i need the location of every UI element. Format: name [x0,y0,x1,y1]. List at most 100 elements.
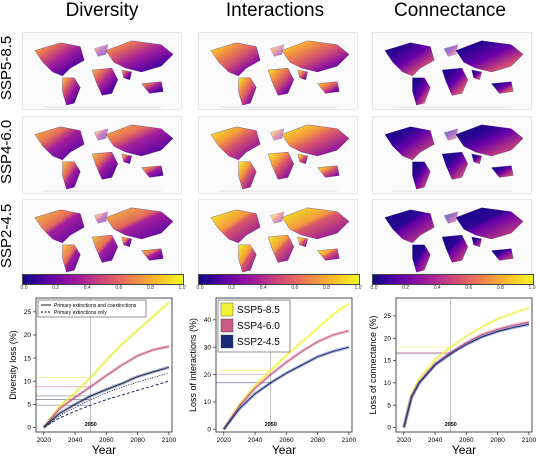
series-line [43,372,170,428]
colorbar-tick-label: 0.8 [146,285,154,291]
series-line [43,302,170,428]
map-column-title-diversity: Diversity [65,0,139,21]
x-tick-label: 2060 [99,437,114,444]
colorbar-tick-label: 1.0 [528,285,536,291]
annotation-2050: 2050 [445,422,457,428]
colorbar-tick-label: 0.8 [496,285,504,291]
annotation-2050: 2050 [85,422,97,428]
world-map [22,116,182,194]
world-map [198,32,358,110]
y-tick-label: 40 [204,317,212,324]
legend-entry: Primary extinctions and coextinctions [54,303,137,309]
legend-swatch [220,318,234,333]
colorbar-diversity [22,274,184,285]
chart-diversity-loss-svg: 2020 2040 2060 2080 2100 0 5 10 15 20 25 Year Divers… [8,297,177,457]
series-line [223,303,350,430]
x-tick-label: 2040 [68,437,83,444]
plot-frame [395,297,533,433]
legend-entry: SSP2-4.5 [237,337,280,348]
x-axis-label: Year [92,443,116,454]
colorbar-tick-label: 1.0 [354,285,362,291]
series-line [403,323,529,428]
series-band [42,301,170,429]
y-axis-label: Diversity loss (%) [8,330,18,400]
chart-loss-of-interactions-svg: 2020 2040 2060 2080 2100 0 10 20 30 40 Year Loss of… [188,297,357,457]
x-axis-label: Year [452,443,476,454]
series-line [43,366,170,428]
world-map [198,199,358,277]
y-tick-label: 0 [27,425,31,432]
y-tick-label: 10 [384,380,392,387]
y-tick-label: 25 [384,313,392,320]
legend-swatch [220,334,234,349]
series-line [223,346,350,430]
y-axis-label: Loss of interactions (%) [188,318,198,412]
colorbar-tick-label: 0.6 [465,285,473,291]
x-tick-label: 2020 [217,437,232,444]
plot-frame [35,297,173,433]
world-map [22,199,182,277]
chart-diversity-loss: 2020 2040 2060 2080 2100 0 5 10 15 20 25 Year Divers… [0,292,180,457]
series-line [43,380,170,428]
series-band [222,345,350,431]
colorbar-tick-label: 0.0 [370,285,378,291]
x-axis-label: Year [272,443,296,454]
y-tick-label: 15 [24,355,32,362]
x-tick-label: 2020 [397,437,412,444]
series-line [403,307,530,428]
world-map [372,116,532,194]
colorbar-tick-label: 0.4 [433,285,441,291]
map-row-label-ssp460: SSP4-6.0 [0,119,15,185]
y-tick-label: 0 [207,426,211,433]
world-map [22,32,182,110]
map-row-label-ssp245: SSP2-4.5 [0,203,15,269]
chart-loss-of-connectance: 2020 2040 2060 2080 2100 0 5 10 15 20 25 Year Loss o… [360,292,540,457]
x-tick-label: 2100 [522,437,537,444]
colorbar-tick-label: 0.6 [291,285,299,291]
x-tick-label: 2080 [490,437,505,444]
y-tick-label: 5 [387,402,391,409]
legend-entry: Primary extinctions only [54,310,107,316]
x-tick-label: 2060 [459,437,474,444]
legend: Primary extinctions and coextinctionsPri… [37,299,147,318]
plot-frame [215,297,353,433]
map-column-title-interactions: Interactions [225,0,325,21]
world-map [198,116,358,194]
legend-swatch [220,302,234,317]
y-tick-label: 20 [204,372,212,379]
colorbar-tick-label: 0.0 [20,285,28,291]
colorbar-tick-label: 0.0 [196,285,204,291]
x-tick-label: 2040 [428,437,443,444]
x-tick-label: 2100 [342,437,357,444]
x-tick-label: 2040 [248,437,263,444]
legend-entry: SSP5-8.5 [237,305,280,316]
series-line [43,346,170,428]
x-tick-label: 2060 [279,437,294,444]
y-tick-label: 25 [24,309,32,316]
world-map [372,32,532,110]
legend: SSP5-8.5 SSP4-6.0 SSP2-4.5 [217,299,291,353]
colorbar-tick-label: 0.6 [115,285,123,291]
x-tick-label: 2020 [37,437,52,444]
y-tick-label: 20 [24,332,32,339]
map-column-title-connectance: Connectance [394,0,506,21]
annotation-2050: 2050 [265,422,277,428]
colorbar-tick-label: 0.2 [228,285,236,291]
x-tick-label: 2080 [310,437,325,444]
y-tick-label: 0 [387,425,391,432]
x-tick-label: 2100 [162,437,177,444]
map-row-label-ssp585: SSP5-8.5 [0,35,15,101]
series-line [223,330,350,430]
x-tick-label: 2080 [130,437,145,444]
y-tick-label: 10 [24,378,32,385]
colorbar-tick-label: 0.8 [322,285,330,291]
colorbar-connectance [372,274,534,285]
chart-loss-of-connectance-svg: 2020 2040 2060 2080 2100 0 5 10 15 20 25 Year Loss o… [368,297,537,457]
y-tick-label: 30 [204,344,212,351]
y-tick-label: 20 [384,335,392,342]
y-tick-label: 5 [27,401,31,408]
colorbar-tick-label: 0.2 [52,285,60,291]
colorbar-tick-label: 1.0 [178,285,186,291]
chart-loss-of-interactions: 2020 2040 2060 2080 2100 0 10 20 30 40 Year Loss of… [180,292,360,457]
y-tick-label: 10 [204,399,212,406]
